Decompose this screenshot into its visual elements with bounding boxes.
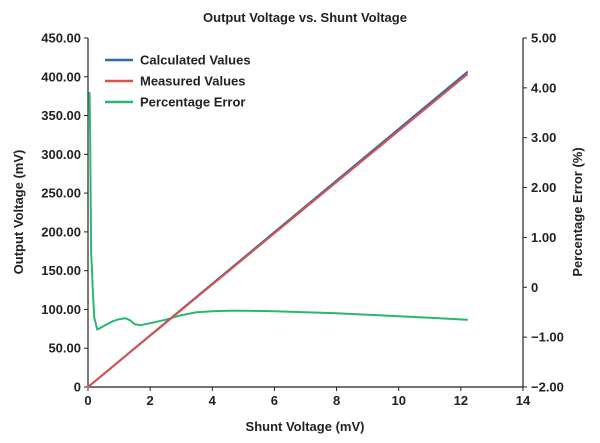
y2-tick-label: −1.00	[531, 330, 564, 345]
y2-tick-label: 5.00	[531, 31, 556, 46]
y-tick-label: 0	[74, 380, 81, 395]
y2-tick-label: −2.00	[531, 380, 564, 395]
series-layer	[87, 71, 469, 388]
tick-group: 0 2 4 6 8 10 12 14 0 50.00 100.00 150.00 200.00 250.0…	[41, 31, 564, 409]
y-axis-label: Output Voltage (mV)	[11, 150, 26, 275]
series-line-percentage-error	[88, 91, 469, 331]
y2-tick-label: 4.00	[531, 80, 556, 95]
y2-axis-label: Percentage Error (%)	[570, 147, 585, 276]
y-tick-label: 100.00	[41, 302, 81, 317]
series-line-measured-values	[87, 73, 469, 388]
y-tick-label: 450.00	[41, 31, 81, 46]
x-tick-label: 2	[147, 393, 154, 408]
x-tick-label: 10	[391, 393, 405, 408]
axes	[87, 38, 524, 388]
legend-label-measured-values: Measured Values	[140, 74, 246, 89]
x-tick-label: 4	[209, 393, 217, 408]
x-axis-label: Shunt Voltage (mV)	[246, 419, 365, 434]
y2-tick-label: 0	[531, 280, 538, 295]
y-tick-label: 400.00	[41, 69, 81, 84]
x-tick-label: 8	[333, 393, 340, 408]
x-tick-label: 6	[271, 393, 278, 408]
x-tick-label: 0	[84, 393, 91, 408]
y-tick-label: 350.00	[41, 108, 81, 123]
chart-title: Output Voltage vs. Shunt Voltage	[203, 10, 407, 25]
x-tick-label: 12	[454, 393, 468, 408]
x-tick-label: 14	[516, 393, 531, 408]
y-tick-label: 250.00	[41, 186, 81, 201]
y2-tick-label: 2.00	[531, 180, 556, 195]
y-tick-label: 300.00	[41, 147, 81, 162]
y-tick-label: 50.00	[48, 341, 81, 356]
y2-tick-label: 1.00	[531, 230, 556, 245]
y2-tick-label: 3.00	[531, 130, 556, 145]
legend: Calculated Values Measured Values Percenta…	[105, 53, 251, 110]
y-tick-label: 200.00	[41, 224, 81, 239]
y-tick-label: 150.00	[41, 263, 81, 278]
legend-label-percentage-error: Percentage Error	[140, 95, 246, 110]
legend-label-calculated-values: Calculated Values	[140, 53, 251, 68]
